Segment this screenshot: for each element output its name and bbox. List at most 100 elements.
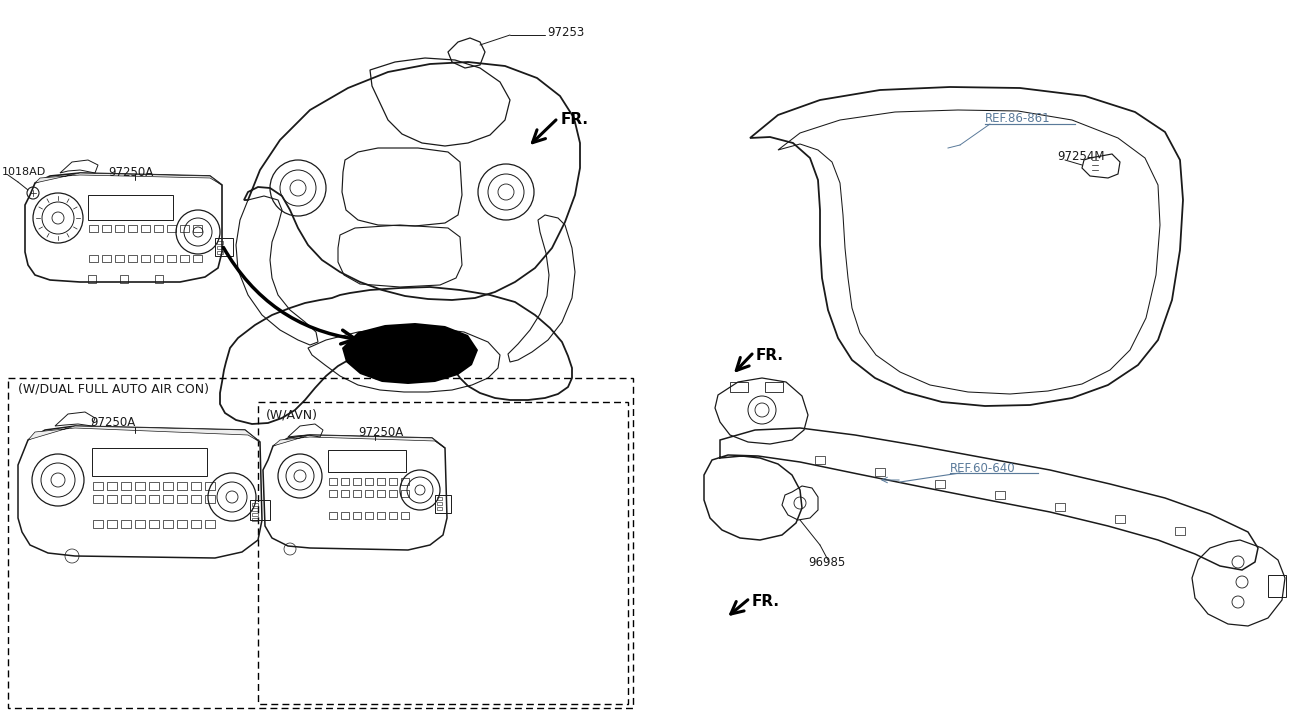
Bar bbox=[92, 482, 103, 490]
Polygon shape bbox=[273, 435, 445, 448]
Text: 97250A: 97250A bbox=[108, 166, 154, 179]
Bar bbox=[88, 255, 98, 262]
Polygon shape bbox=[29, 426, 260, 442]
Bar bbox=[163, 482, 173, 490]
Bar bbox=[377, 478, 385, 485]
Text: FR.: FR. bbox=[561, 112, 589, 127]
Bar bbox=[876, 467, 885, 475]
Bar bbox=[163, 495, 173, 503]
Bar bbox=[366, 512, 373, 519]
Bar bbox=[341, 490, 349, 497]
Bar bbox=[437, 502, 442, 505]
Text: REF.86-861: REF.86-861 bbox=[985, 113, 1051, 126]
Bar bbox=[377, 490, 385, 497]
Bar bbox=[437, 507, 442, 510]
Text: FR.: FR. bbox=[752, 594, 781, 609]
Bar bbox=[389, 512, 397, 519]
Bar bbox=[814, 456, 825, 464]
Polygon shape bbox=[342, 323, 477, 384]
Bar bbox=[765, 382, 783, 392]
Bar bbox=[167, 225, 176, 232]
Bar bbox=[435, 495, 451, 513]
Text: (W/AVN): (W/AVN) bbox=[265, 408, 317, 421]
Bar bbox=[250, 500, 271, 520]
Bar bbox=[107, 520, 117, 528]
Bar bbox=[150, 520, 159, 528]
Bar bbox=[193, 225, 202, 232]
Text: (W/DUAL FULL AUTO AIR CON): (W/DUAL FULL AUTO AIR CON) bbox=[18, 383, 209, 396]
Polygon shape bbox=[35, 173, 222, 185]
Bar bbox=[180, 255, 189, 262]
Bar bbox=[341, 478, 349, 485]
Text: FR.: FR. bbox=[756, 348, 785, 363]
Bar bbox=[191, 482, 200, 490]
Bar bbox=[401, 490, 409, 497]
Text: 97250A: 97250A bbox=[90, 417, 135, 430]
Bar bbox=[329, 512, 337, 519]
Bar bbox=[92, 495, 103, 503]
Bar bbox=[101, 225, 111, 232]
Text: REF.60-640: REF.60-640 bbox=[950, 462, 1016, 475]
Bar bbox=[114, 225, 124, 232]
Bar bbox=[191, 495, 200, 503]
Bar bbox=[389, 490, 397, 497]
Bar bbox=[1175, 527, 1185, 535]
Bar bbox=[329, 478, 337, 485]
Bar bbox=[341, 512, 349, 519]
Bar bbox=[107, 495, 117, 503]
Bar bbox=[155, 275, 163, 283]
Text: 96985: 96985 bbox=[808, 556, 846, 569]
Bar bbox=[206, 495, 215, 503]
Bar bbox=[252, 508, 258, 511]
Bar bbox=[177, 520, 187, 528]
Bar bbox=[154, 255, 163, 262]
Bar bbox=[217, 246, 222, 249]
Bar bbox=[328, 450, 406, 472]
Bar bbox=[141, 225, 150, 232]
Bar bbox=[177, 482, 187, 490]
Bar bbox=[353, 512, 360, 519]
Bar bbox=[377, 512, 385, 519]
Bar bbox=[935, 480, 945, 488]
Bar bbox=[180, 225, 189, 232]
Bar bbox=[88, 225, 98, 232]
Bar bbox=[389, 478, 397, 485]
Bar bbox=[206, 482, 215, 490]
Bar bbox=[252, 513, 258, 516]
Text: 97253: 97253 bbox=[546, 25, 584, 39]
Bar bbox=[217, 241, 222, 244]
Bar bbox=[1115, 515, 1125, 523]
Text: 97254M: 97254M bbox=[1056, 150, 1105, 164]
Text: 1018AD: 1018AD bbox=[3, 167, 47, 177]
Bar bbox=[193, 255, 202, 262]
Bar bbox=[121, 495, 131, 503]
Bar bbox=[121, 482, 131, 490]
Bar bbox=[215, 238, 233, 256]
Bar bbox=[150, 482, 159, 490]
Bar bbox=[191, 520, 200, 528]
Bar bbox=[141, 255, 150, 262]
Bar bbox=[730, 382, 748, 392]
Bar bbox=[1055, 503, 1066, 511]
Bar bbox=[995, 491, 1004, 499]
Bar bbox=[163, 520, 173, 528]
Bar bbox=[401, 512, 409, 519]
FancyArrowPatch shape bbox=[224, 247, 355, 344]
Bar bbox=[135, 520, 144, 528]
Bar bbox=[1268, 575, 1285, 597]
Bar bbox=[329, 490, 337, 497]
Bar bbox=[92, 520, 103, 528]
Text: 97250A: 97250A bbox=[358, 425, 403, 438]
Bar bbox=[88, 195, 173, 220]
Bar bbox=[366, 478, 373, 485]
Bar bbox=[353, 490, 360, 497]
Bar bbox=[8, 378, 634, 708]
Bar bbox=[437, 497, 442, 500]
Bar bbox=[353, 478, 360, 485]
Bar bbox=[92, 448, 207, 476]
Bar bbox=[177, 495, 187, 503]
Bar bbox=[135, 495, 144, 503]
Bar bbox=[252, 503, 258, 506]
Bar bbox=[258, 402, 628, 704]
Bar bbox=[150, 495, 159, 503]
